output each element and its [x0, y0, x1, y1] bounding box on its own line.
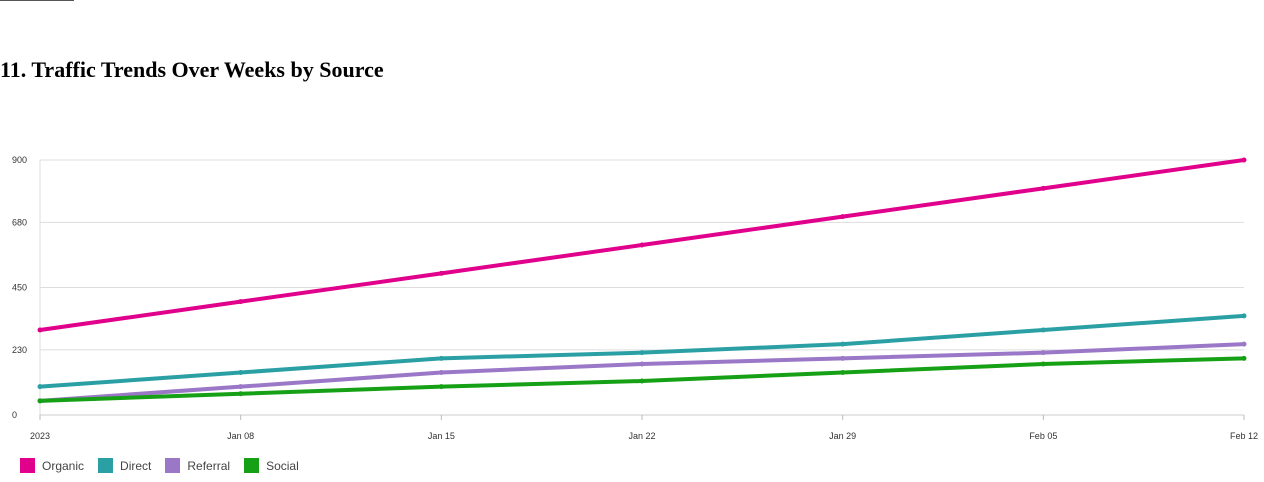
data-point-referral: [1040, 350, 1046, 356]
data-point-social: [840, 370, 846, 375]
data-point-organic: [238, 299, 244, 305]
data-point-referral: [1241, 341, 1247, 347]
y-tick-label: 450: [12, 283, 27, 293]
legend-swatch: [98, 458, 114, 473]
data-point-organic: [1040, 185, 1046, 191]
legend-item-referral[interactable]: Referral: [165, 458, 230, 473]
x-tick-label: Jan 22: [628, 431, 655, 441]
legend-item-social[interactable]: Social: [244, 458, 299, 473]
data-point-organic: [37, 327, 43, 333]
data-point-direct: [1040, 327, 1046, 333]
data-point-social: [37, 398, 43, 404]
x-tick-label: Feb 12: [1230, 431, 1258, 441]
legend-label: Organic: [42, 458, 85, 473]
x-tick-label: Jan 08: [227, 431, 254, 441]
y-tick-label: 0: [12, 410, 17, 420]
data-point-referral: [438, 370, 444, 375]
data-point-direct: [438, 355, 444, 361]
series-lines: [37, 157, 1247, 404]
data-point-referral: [639, 361, 645, 367]
data-point-direct: [238, 370, 244, 375]
legend-swatch: [20, 458, 35, 473]
legend-swatch: [165, 458, 181, 473]
data-point-direct: [37, 384, 43, 390]
data-point-referral: [238, 384, 244, 390]
gridlines: [39, 159, 1244, 415]
legend-label: Referral: [187, 458, 231, 473]
legend-label: Direct: [120, 458, 152, 473]
legend: Organic Direct Referral Social: [20, 458, 313, 473]
x-tick-label: Jan 29: [829, 431, 856, 441]
data-point-direct: [639, 350, 645, 356]
legend-label: Social: [266, 458, 299, 473]
data-point-direct: [840, 341, 846, 347]
data-point-organic: [1241, 157, 1247, 163]
y-tick-label: 230: [12, 345, 27, 355]
top-divider: [0, 0, 74, 1]
y-tick-label: 680: [12, 217, 27, 227]
data-point-social: [438, 384, 444, 390]
data-point-organic: [438, 270, 444, 276]
data-point-social: [238, 391, 244, 397]
page-title: 11. Traffic Trends Over Weeks by Source: [0, 57, 384, 82]
legend-item-direct[interactable]: Direct: [98, 458, 151, 473]
legend-item-organic[interactable]: Organic: [20, 458, 84, 473]
data-point-social: [1040, 361, 1046, 367]
x-tick-label: Feb 05: [1029, 431, 1057, 441]
axes: 0 230 450 680 900 2023 Jan 08 Jan 15 Jan 22 Jan 2…: [12, 155, 1258, 441]
legend-swatch: [244, 458, 260, 473]
data-point-organic: [840, 214, 846, 220]
y-tick-label: 900: [12, 155, 27, 165]
data-point-social: [639, 378, 645, 384]
data-point-organic: [639, 242, 645, 248]
x-tick-label: 2023: [30, 431, 50, 441]
data-point-social: [1241, 355, 1247, 361]
data-point-direct: [1241, 313, 1247, 319]
x-tick-label: Jan 15: [428, 431, 455, 441]
data-point-referral: [840, 355, 846, 361]
